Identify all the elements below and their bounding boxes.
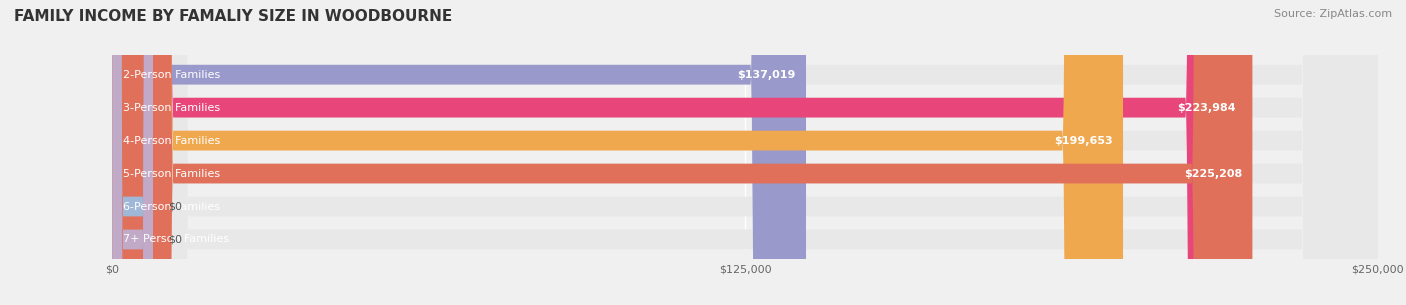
FancyBboxPatch shape [112, 0, 1123, 305]
FancyBboxPatch shape [112, 0, 1253, 305]
FancyBboxPatch shape [112, 0, 1378, 305]
FancyBboxPatch shape [112, 0, 1378, 305]
Text: 6-Person Families: 6-Person Families [122, 202, 219, 211]
FancyBboxPatch shape [112, 0, 1378, 305]
Text: $0: $0 [169, 235, 183, 245]
Text: $137,019: $137,019 [738, 70, 796, 80]
Text: 7+ Person Families: 7+ Person Families [122, 235, 229, 245]
Text: 5-Person Families: 5-Person Families [122, 169, 219, 178]
Text: 2-Person Families: 2-Person Families [122, 70, 219, 80]
FancyBboxPatch shape [112, 0, 153, 305]
Text: Source: ZipAtlas.com: Source: ZipAtlas.com [1274, 9, 1392, 19]
FancyBboxPatch shape [112, 0, 1378, 305]
Text: $223,984: $223,984 [1177, 103, 1236, 113]
FancyBboxPatch shape [112, 0, 153, 305]
Text: $0: $0 [169, 202, 183, 211]
Text: 3-Person Families: 3-Person Families [122, 103, 219, 113]
FancyBboxPatch shape [112, 0, 806, 305]
Text: FAMILY INCOME BY FAMALIY SIZE IN WOODBOURNE: FAMILY INCOME BY FAMALIY SIZE IN WOODBOU… [14, 9, 453, 24]
Text: $225,208: $225,208 [1184, 169, 1243, 178]
FancyBboxPatch shape [112, 0, 1378, 305]
Text: $199,653: $199,653 [1054, 136, 1114, 145]
FancyBboxPatch shape [112, 0, 1378, 305]
Text: 4-Person Families: 4-Person Families [122, 136, 219, 145]
FancyBboxPatch shape [112, 0, 1246, 305]
